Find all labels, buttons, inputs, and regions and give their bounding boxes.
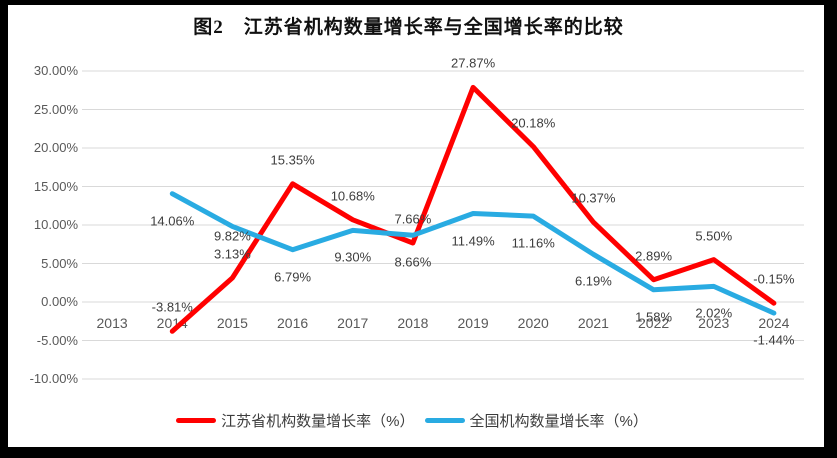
x-tick-label: 2023 (698, 315, 730, 331)
x-tick-label: 2016 (277, 315, 309, 331)
data-label: 5.50% (695, 228, 733, 244)
series-line-0 (169, 84, 777, 334)
data-label: 10.37% (571, 190, 616, 206)
legend-swatch-national-icon (424, 418, 465, 423)
legend-item-jiangsu: 江苏省机构数量增长率（%） (176, 410, 415, 431)
data-label: 11.49% (451, 233, 495, 249)
y-tick-label: 25.00% (33, 101, 78, 117)
legend-label-national: 全国机构数量增长率（%） (469, 413, 648, 430)
data-label: 9.30% (334, 249, 372, 265)
data-label: 10.68% (330, 188, 375, 204)
data-label: 11.16% (511, 235, 555, 251)
x-tick-label: 2019 (457, 315, 489, 331)
x-tick-label: 2015 (216, 315, 248, 331)
data-label: 9.82% (213, 228, 251, 244)
data-label: 1.58% (635, 309, 673, 325)
y-tick-label: 20.00% (33, 140, 78, 155)
data-label: 14.06% (150, 213, 195, 229)
x-tick-label: 2024 (758, 315, 790, 331)
y-tick-label: -5.00% (36, 332, 78, 348)
data-label: -1.44% (753, 332, 795, 348)
y-tick-label: 5.00% (41, 255, 78, 271)
y-tick-label: 10.00% (33, 217, 78, 232)
legend-label-jiangsu: 江苏省机构数量增长率（%） (221, 413, 415, 430)
x-tick-label: 2017 (337, 315, 369, 331)
x-tick-label: 2013 (96, 315, 128, 331)
y-tick-label: 0.00% (41, 294, 78, 309)
legend: 江苏省机构数量增长率（%） 全国机构数量增长率（%） (0, 410, 824, 431)
data-label: 6.79% (274, 269, 312, 285)
legend-swatch-jiangsu-icon (176, 418, 217, 423)
data-label: 7.66% (394, 211, 432, 227)
x-tick-label: 2021 (577, 315, 609, 331)
data-label: -3.81% (151, 299, 193, 315)
data-label: 3.13% (213, 246, 251, 262)
data-label: -0.15% (753, 271, 795, 287)
data-label: 2.02% (695, 305, 733, 321)
legend-item-national: 全国机构数量增长率（%） (424, 410, 648, 431)
data-label: 15.35% (270, 152, 315, 168)
series-line-1 (169, 191, 777, 316)
data-label: 8.66% (394, 254, 432, 270)
y-tick-label: -10.00% (29, 371, 78, 386)
data-label: 27.87% (451, 55, 496, 71)
data-label: 2.89% (635, 248, 673, 264)
y-tick-label: 30.00% (33, 63, 78, 78)
x-tick-label: 2020 (517, 315, 549, 331)
data-label: 20.18% (511, 115, 556, 131)
x-tick-label: 2018 (397, 315, 429, 331)
chart-title: 图2 江苏省机构数量增长率与全国增长率的比较 (193, 17, 624, 38)
y-tick-label: 15.00% (33, 178, 78, 194)
x-tick-label: 2022 (638, 315, 670, 331)
data-label: 6.19% (574, 273, 612, 289)
